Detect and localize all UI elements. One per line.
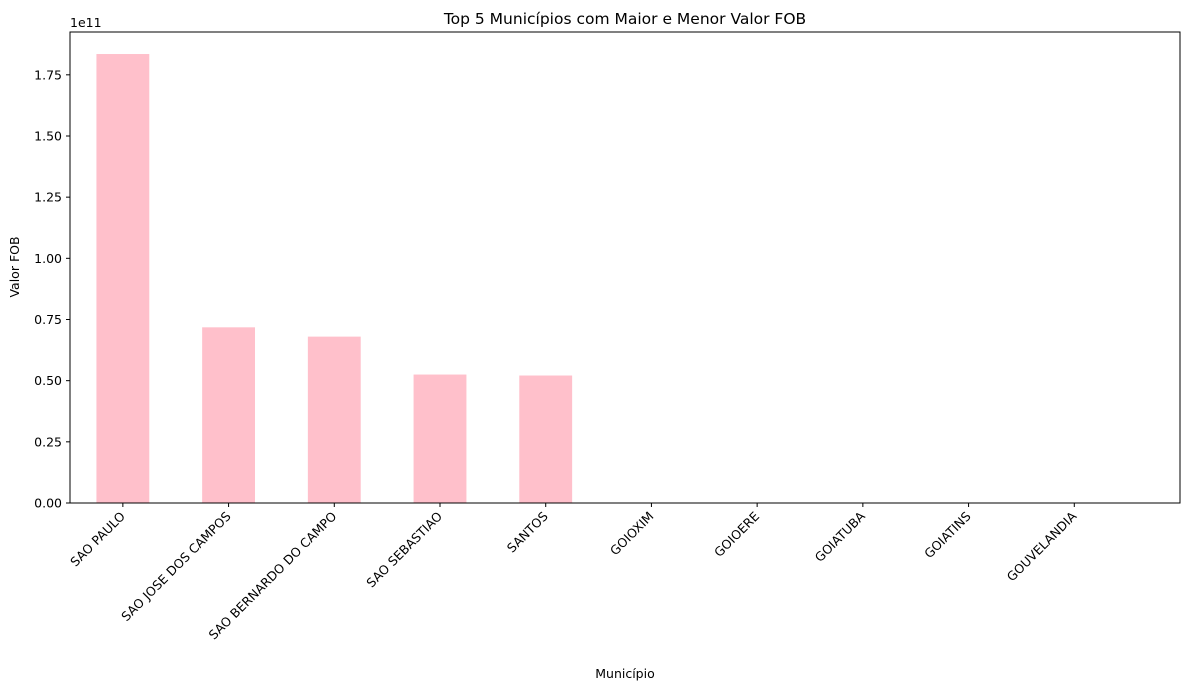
bar <box>519 375 573 503</box>
plot-frame <box>69 31 1181 504</box>
x-tick-label: SAO JOSE DOS CAMPOS <box>118 508 234 624</box>
y-tick-label: 0.50 <box>34 373 62 388</box>
x-tick-label: GOIOERE <box>711 508 762 559</box>
y-tick-label: 1.00 <box>34 251 62 266</box>
y-tick-label: 0.75 <box>34 312 62 327</box>
y-tick-label: 0.00 <box>34 496 62 511</box>
y-tick-label: 0.25 <box>34 434 62 449</box>
y-axis-ticks: 0.00 0.25 0.50 0.75 1.00 1.25 1.50 1.75 <box>34 67 70 511</box>
y-axis-label: Valor FOB <box>7 236 22 297</box>
bar <box>413 374 467 503</box>
x-tick-label: SAO PAULO <box>67 508 128 569</box>
bar <box>96 54 150 503</box>
bar <box>202 327 255 503</box>
chart-title: Top 5 Municípios com Maior e Menor Valor… <box>443 10 806 28</box>
bar <box>307 336 361 503</box>
x-tick-label: SAO BERNARDO DO CAMPO <box>205 508 339 642</box>
x-tick-label: GOIATINS <box>921 508 974 561</box>
y-tick-label: 1.75 <box>34 67 62 82</box>
x-tick-label: GOIOXIM <box>607 509 657 559</box>
x-tick-label: GOIATUBA <box>812 508 869 565</box>
y-axis-offset-label: 1e11 <box>70 15 102 30</box>
x-tick-label: GOUVELANDIA <box>1004 508 1080 584</box>
x-tick-label: SAO SEBASTIAO <box>363 508 445 590</box>
y-tick-label: 1.50 <box>34 128 62 143</box>
y-tick-label: 1.25 <box>34 190 62 205</box>
x-axis-label: Município <box>595 666 655 681</box>
bars-group <box>96 54 573 503</box>
x-tick-label: SANTOS <box>504 508 551 555</box>
